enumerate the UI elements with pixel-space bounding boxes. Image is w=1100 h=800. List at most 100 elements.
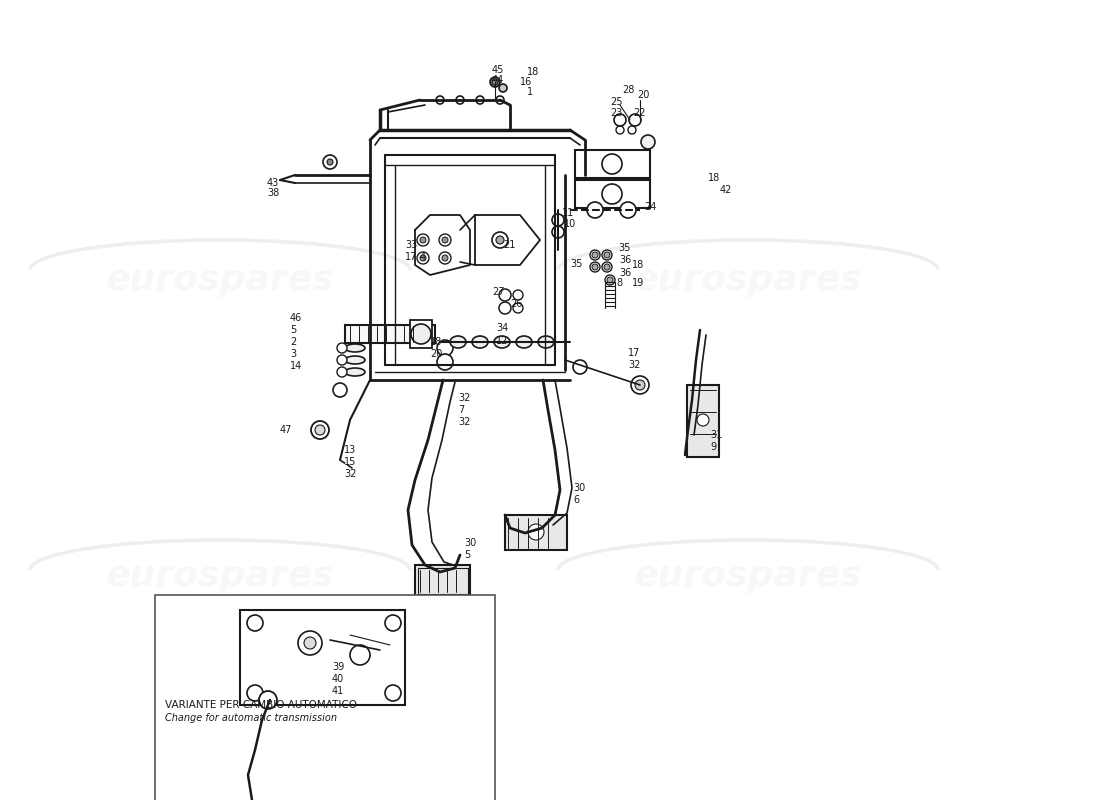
Text: 47: 47	[280, 425, 293, 435]
Bar	[155, 595, 495, 800]
Text: 24: 24	[644, 202, 657, 212]
Text: 46: 46	[290, 313, 303, 323]
Circle shape	[499, 289, 512, 301]
Bar	[575, 150, 650, 178]
Text: 45: 45	[492, 65, 505, 75]
Circle shape	[442, 237, 448, 243]
Text: 16: 16	[520, 77, 532, 87]
Circle shape	[420, 255, 426, 261]
Text: 8: 8	[616, 278, 623, 288]
Circle shape	[496, 236, 504, 244]
Circle shape	[304, 637, 316, 649]
Circle shape	[490, 77, 500, 87]
Text: 28: 28	[621, 85, 635, 95]
Circle shape	[513, 303, 522, 313]
Bar	[345, 325, 434, 343]
Circle shape	[337, 367, 346, 377]
Text: 13: 13	[344, 445, 356, 455]
Circle shape	[439, 252, 451, 264]
Ellipse shape	[472, 336, 488, 348]
Circle shape	[437, 354, 453, 370]
Text: 20: 20	[430, 349, 442, 359]
Circle shape	[552, 226, 564, 238]
Text: 20: 20	[637, 90, 649, 100]
Text: 5: 5	[290, 325, 296, 335]
Text: 40: 40	[332, 674, 344, 684]
Circle shape	[573, 360, 587, 374]
Text: 11: 11	[562, 208, 574, 218]
Text: 2: 2	[290, 337, 296, 347]
Circle shape	[442, 255, 448, 261]
Circle shape	[602, 250, 612, 260]
Circle shape	[439, 234, 451, 246]
Circle shape	[590, 262, 600, 272]
Circle shape	[437, 340, 453, 356]
Circle shape	[635, 380, 645, 390]
Text: 26: 26	[510, 299, 522, 309]
Ellipse shape	[345, 344, 365, 352]
Text: 10: 10	[564, 219, 576, 229]
Ellipse shape	[516, 336, 532, 348]
Text: 32: 32	[458, 393, 471, 403]
Circle shape	[337, 343, 346, 353]
Circle shape	[327, 159, 333, 165]
Circle shape	[528, 524, 544, 540]
Ellipse shape	[450, 336, 466, 348]
Text: 41: 41	[332, 686, 344, 696]
Text: 17: 17	[405, 252, 417, 262]
Text: eurospares: eurospares	[106, 559, 334, 593]
Text: 21: 21	[503, 240, 516, 250]
Text: 22: 22	[632, 108, 646, 118]
Circle shape	[614, 114, 626, 126]
Circle shape	[385, 685, 402, 701]
Text: 17: 17	[628, 348, 640, 358]
Circle shape	[590, 250, 600, 260]
Text: eurospares: eurospares	[106, 263, 334, 297]
Bar	[415, 565, 470, 597]
Text: 18: 18	[708, 173, 720, 183]
Ellipse shape	[345, 368, 365, 376]
Text: 23: 23	[610, 108, 623, 118]
Circle shape	[592, 264, 598, 270]
Text: 35: 35	[570, 259, 582, 269]
Text: 4: 4	[420, 252, 426, 262]
Circle shape	[492, 79, 498, 85]
Circle shape	[258, 691, 277, 709]
Text: 30: 30	[573, 483, 585, 493]
Circle shape	[298, 631, 322, 655]
Circle shape	[350, 645, 370, 665]
Text: 32: 32	[458, 417, 471, 427]
Circle shape	[420, 237, 426, 243]
Circle shape	[333, 383, 346, 397]
Bar	[505, 515, 566, 550]
Circle shape	[629, 114, 641, 126]
Text: 5: 5	[464, 550, 471, 560]
Text: 19: 19	[632, 278, 645, 288]
Text: 42: 42	[720, 185, 733, 195]
Text: 34: 34	[496, 323, 508, 333]
Text: 7: 7	[458, 405, 464, 415]
Text: 43: 43	[267, 178, 279, 188]
Text: 38: 38	[267, 188, 279, 198]
Circle shape	[604, 264, 611, 270]
Circle shape	[315, 425, 324, 435]
Text: 44: 44	[492, 75, 504, 85]
Text: 15: 15	[344, 457, 356, 467]
Text: 1: 1	[527, 87, 534, 97]
Ellipse shape	[494, 336, 510, 348]
Circle shape	[552, 214, 564, 226]
Text: Change for automatic transmission: Change for automatic transmission	[165, 713, 337, 723]
Circle shape	[607, 277, 613, 283]
Ellipse shape	[538, 336, 554, 348]
Circle shape	[602, 262, 612, 272]
Text: 25: 25	[610, 97, 623, 107]
Text: 36: 36	[619, 255, 631, 265]
Circle shape	[337, 355, 346, 365]
Bar	[240, 610, 405, 705]
Text: 14: 14	[290, 361, 303, 371]
Text: 18: 18	[430, 337, 442, 347]
Text: 3: 3	[290, 349, 296, 359]
Circle shape	[587, 202, 603, 218]
Text: 18: 18	[632, 260, 645, 270]
Bar	[418, 568, 468, 594]
